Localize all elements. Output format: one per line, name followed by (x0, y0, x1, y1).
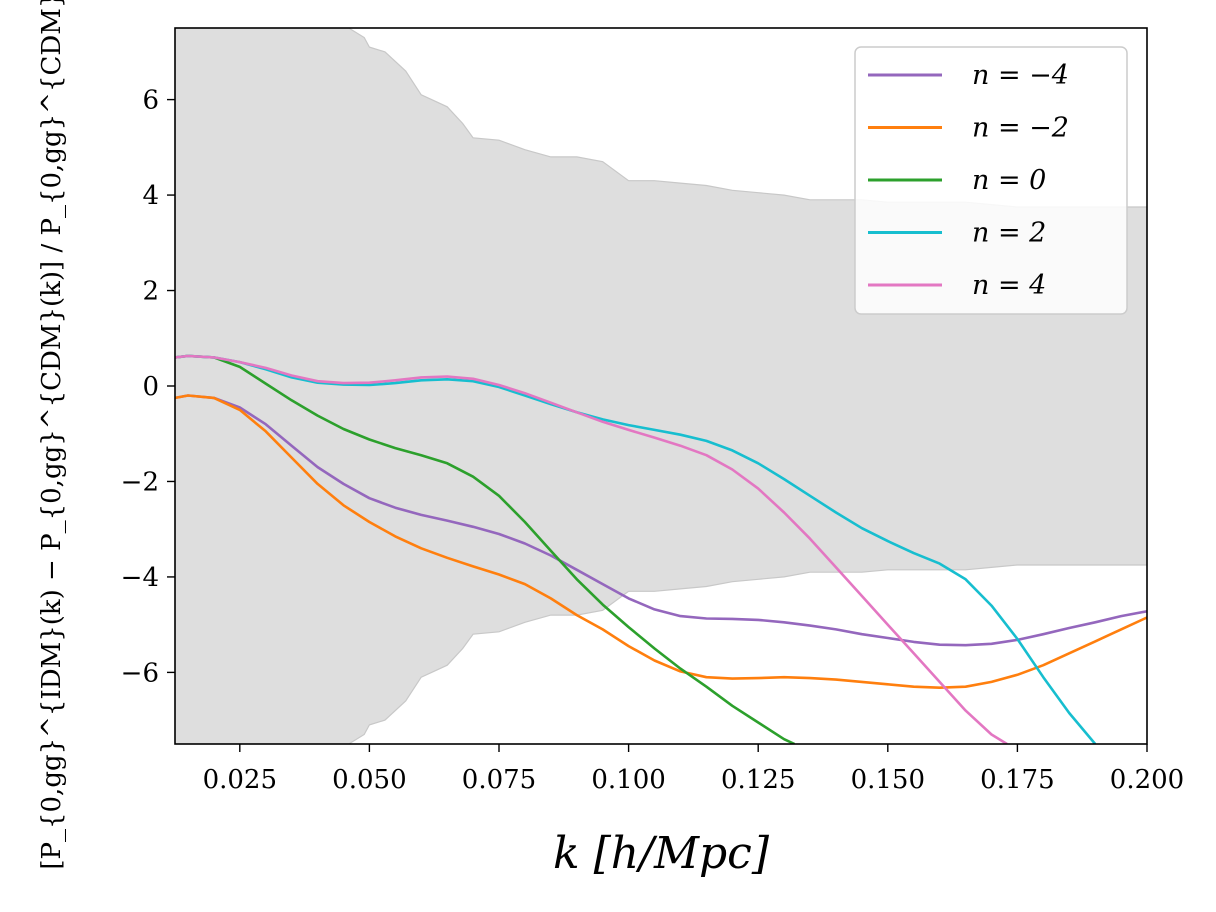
legend-label-3: n = 0 (972, 165, 1046, 196)
y-tick-label: 2 (142, 277, 159, 307)
series-line-4 (175, 354, 1097, 744)
y-tick-label: −2 (121, 467, 159, 497)
x-tick-label: 0.075 (462, 765, 536, 795)
y-axis-label: [P_{0,gg}^{IDM}(k) − P_{0,gg}^{CDM}(k)] … (37, 0, 67, 870)
legend-label-2: n = −2 (972, 113, 1069, 144)
y-tick-label: 0 (142, 372, 159, 402)
series-layer (175, 354, 1147, 744)
x-tick-label: 0.100 (591, 765, 665, 795)
legend: n = −4 n = −2 n = 0 n = 2 n = 4 (854, 46, 1128, 315)
legend-label-5: n = 4 (972, 270, 1046, 301)
series-line-3 (175, 354, 796, 744)
x-tick-label: 0.150 (851, 765, 925, 795)
legend-label-4: n = 2 (972, 218, 1046, 249)
x-tick-label: 0.200 (1110, 765, 1184, 795)
series-line-1 (175, 394, 1147, 647)
y-tick-label: −4 (121, 563, 159, 593)
x-tick-label: 0.175 (980, 765, 1054, 795)
y-tick-label: −6 (121, 658, 159, 688)
series-line-2 (175, 394, 1147, 689)
x-axis-label: k [h/Mpc] (553, 828, 770, 879)
legend-box (854, 46, 1128, 315)
y-axis-ticks: −6 −4 −2 0 2 4 6 (121, 86, 175, 688)
y-tick-label: 6 (142, 86, 159, 116)
x-tick-label: 0.050 (332, 765, 406, 795)
legend-label-1: n = −4 (972, 60, 1069, 91)
x-tick-label: 0.125 (721, 765, 795, 795)
series-line-5 (175, 354, 1008, 744)
x-tick-label: 0.025 (203, 765, 277, 795)
x-axis-ticks: 0.025 0.050 0.075 0.100 0.125 0.150 0.175 0.200 (203, 744, 1184, 795)
y-tick-label: 4 (142, 181, 159, 211)
